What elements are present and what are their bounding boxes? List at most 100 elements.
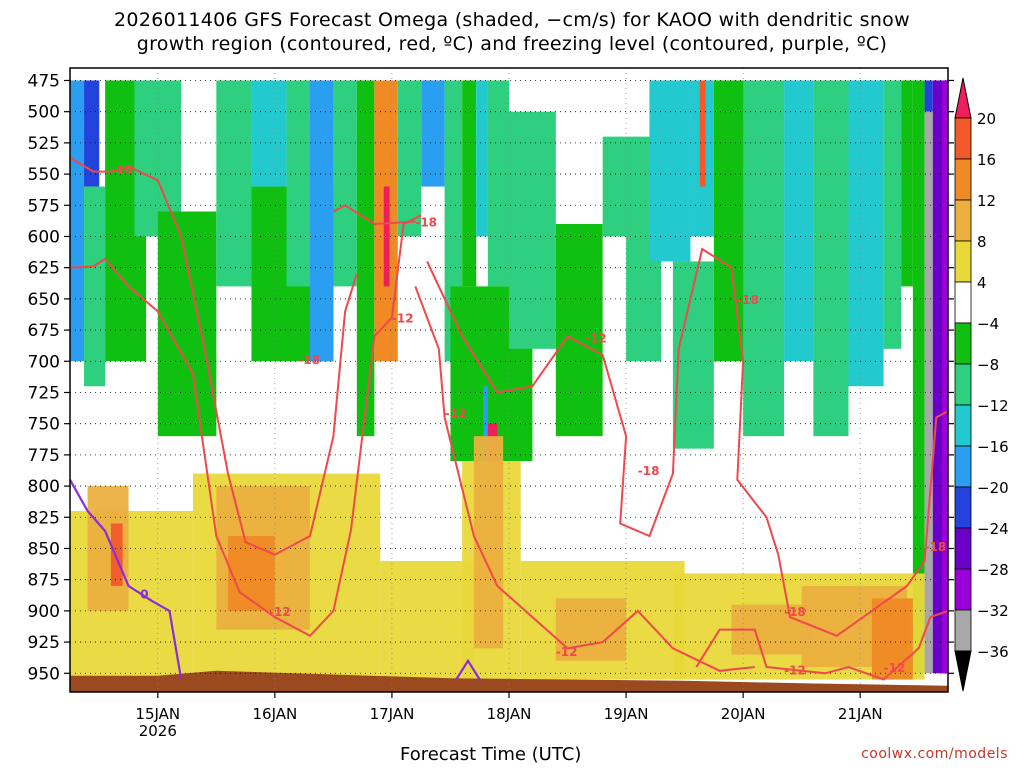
colorbar-segment (954, 240, 972, 283)
colorbar-segment (954, 404, 972, 447)
y-tick-label: 900 (28, 602, 60, 622)
omega-shade (487, 80, 509, 287)
y-tick-label: 650 (28, 290, 60, 310)
freezing-level-contour (70, 479, 183, 680)
omega-shade (383, 186, 390, 287)
y-tick-label: 800 (28, 477, 60, 497)
omega-shade (251, 80, 287, 187)
omega-shade (110, 523, 123, 586)
contour-label: -12 (445, 406, 467, 420)
omega-shade (157, 211, 217, 437)
omega-shade (286, 80, 310, 287)
red-contour-line (695, 609, 948, 681)
contour-label: -18 (415, 216, 437, 230)
plot-area: -18 -18 -18 -12 -12 -12 -18 -18 -12 -12 -18 -12 -12 -… (70, 68, 948, 692)
y-tick-label: 525 (28, 134, 60, 154)
chart-title: 2026011406 GFS Forecast Omega (shaded, −… (114, 9, 910, 55)
contour-label: -12 (585, 332, 607, 346)
colorbar-label: −4 (977, 315, 999, 333)
x-tick-year-label: 2026 (139, 722, 177, 740)
colorbar-label: −16 (977, 438, 1009, 456)
y-tick-label: 575 (28, 196, 60, 216)
omega-shade (380, 560, 474, 680)
contour-label: -18 (111, 163, 133, 177)
omega-shade (672, 261, 714, 449)
y-tick-label: 550 (28, 165, 60, 185)
colorbar-label: −20 (977, 479, 1009, 497)
omega-shade (871, 598, 913, 680)
y-tick-label: 775 (28, 446, 60, 466)
contour-label: -18 (737, 293, 759, 307)
colorbar-label: 12 (977, 192, 996, 210)
omega-shade (699, 80, 706, 187)
omega-shade (555, 598, 627, 661)
colorbar-segment (954, 445, 972, 488)
x-tick-label: 16JAN (252, 705, 297, 723)
omega-shade (70, 80, 85, 362)
x-tick-label: 20JAN (721, 705, 766, 723)
y-tick-label: 750 (28, 415, 60, 435)
colorbar-segment (954, 281, 972, 324)
freezing-level-contour (455, 658, 481, 681)
omega-shade (924, 111, 933, 674)
red-contour-line (70, 214, 422, 638)
omega-shade (397, 80, 422, 237)
colorbar-segment (954, 322, 972, 365)
red-contour-line (70, 157, 358, 556)
omega-shade (84, 186, 106, 387)
y-tick-label: 475 (28, 71, 60, 91)
y-tick-label: 675 (28, 321, 60, 341)
colorbar-segment (954, 363, 972, 406)
credit-text: coolwx.com/models (861, 746, 1008, 762)
colorbar-segment (954, 117, 972, 160)
omega-shade (848, 80, 884, 387)
contour-label: -18 (925, 540, 947, 554)
colorbar-label: −28 (977, 561, 1009, 579)
colorbar-top-arrow (954, 77, 972, 119)
omega-shade (473, 436, 504, 649)
x-tick-label: 18JAN (487, 705, 532, 723)
omega-shade (476, 80, 488, 237)
colorbar-segment (954, 609, 972, 652)
omega-shade (462, 80, 477, 287)
x-tick-label: 21JAN (838, 705, 883, 723)
colorbar-segment (954, 527, 972, 570)
omega-shade (912, 80, 925, 674)
omega-shade (743, 80, 785, 437)
contour-label: -18 (784, 605, 806, 619)
omega-shade (555, 224, 603, 437)
omega-shade (356, 80, 375, 437)
colorbar-bottom-arrow (954, 650, 972, 692)
y-tick-label: 825 (28, 508, 60, 528)
colorbar-segment (954, 158, 972, 201)
contour-label: -12 (784, 664, 806, 678)
contour-label: -12 (269, 605, 291, 619)
red-contour-line (414, 286, 755, 672)
colorbar-label: −12 (977, 397, 1009, 415)
y-tick-label: 625 (28, 259, 60, 279)
omega-shade (649, 80, 691, 262)
omega-shade (942, 80, 948, 674)
omega-shade (84, 80, 100, 187)
colorbar-label: 4 (977, 274, 987, 292)
y-tick-label: 925 (28, 633, 60, 653)
colorbar-label: 20 (977, 110, 996, 128)
colorbar-segment (954, 568, 972, 611)
red-contour-line (332, 204, 416, 226)
omega-shade (509, 111, 556, 349)
omega-shade (901, 80, 913, 287)
omega-shade (333, 80, 357, 287)
red-contour-line (426, 247, 948, 637)
y-tick-label: 700 (28, 352, 60, 372)
omega-shade (883, 80, 902, 349)
omega-shade (813, 80, 849, 437)
colorbar-label: 16 (977, 151, 996, 169)
colorbar-label: 8 (977, 233, 987, 251)
colorbar-segment (954, 486, 972, 529)
contour-label: -12 (884, 661, 906, 675)
x-tick-label: 15JAN (135, 705, 180, 723)
omega-shade (602, 136, 650, 237)
contour-label: -18 (638, 464, 660, 478)
omega-shade (924, 80, 933, 112)
